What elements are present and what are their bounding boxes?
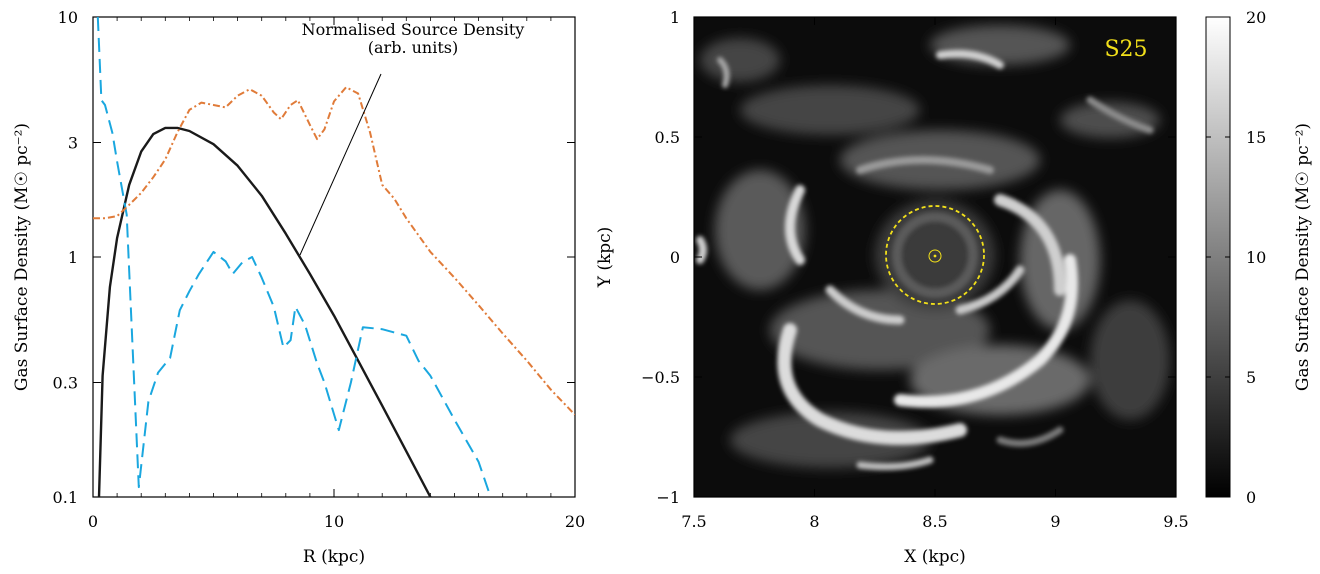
annotation-line-1: Normalised Source Density (302, 20, 525, 39)
left-plot-frame (92, 16, 576, 498)
right-x-tick-label: 8.5 (922, 512, 947, 531)
right-y-tick-label: 1 (670, 8, 680, 27)
solar-circle-ring (885, 205, 985, 305)
left-ticks: 0 10 20 0.1 0.3 1 3 10 (53, 8, 586, 531)
heatmap-image (696, 25, 1170, 471)
right-x-tick-label: 8 (809, 512, 819, 531)
left-y-tick-label: 1 (68, 248, 78, 267)
colorbar-label: Gas Surface Density (M☉ pc⁻²) (1293, 123, 1313, 391)
left-y-tick-label: 3 (68, 133, 78, 152)
right-ticks: 7.5 8 8.5 9 9.5 −1 −0.5 0 0.5 1 (641, 8, 1189, 531)
left-x-tick-label: 20 (565, 512, 585, 531)
right-y-tick-label: −1 (656, 488, 680, 507)
series-line-dashed (96, 17, 492, 497)
left-y-tick-label: 0.3 (53, 373, 78, 392)
series-line-solid (97, 126, 432, 497)
left-y-tick-label: 10 (58, 8, 78, 27)
annotation-pointer (299, 73, 382, 256)
series-line-dashdot (93, 86, 575, 416)
left-x-tick-label: 0 (88, 512, 98, 531)
left-y-axis-label: Gas Surface Density (M☉ pc⁻²) (12, 123, 32, 391)
right-x-tick-label: 9.5 (1163, 512, 1188, 531)
colorbar-tick-label: 0 (1246, 488, 1256, 507)
right-y-tick-label: 0.5 (655, 128, 680, 147)
left-x-axis-label: R (kpc) (303, 547, 365, 567)
right-chart: 7.5 8 8.5 9 9.5 −1 −0.5 0 0.5 1 S25 X (kpc) Y (kp… (595, 8, 1313, 567)
left-x-tick-label: 10 (324, 512, 344, 531)
right-y-axis-label: Y (kpc) (595, 227, 615, 289)
left-y-tick-label: 0.1 (53, 488, 78, 507)
right-y-tick-label: 0 (670, 248, 680, 267)
colorbar-ticks: 0 5 10 15 20 (1206, 8, 1266, 507)
right-y-tick-label: −0.5 (641, 368, 680, 387)
colorbar-tick-label: 5 (1246, 368, 1256, 387)
sun-marker-dot (933, 254, 937, 258)
left-series (93, 17, 575, 497)
right-x-axis-label: X (kpc) (904, 547, 965, 567)
snapshot-label: S25 (1104, 37, 1147, 62)
right-x-tick-label: 7.5 (681, 512, 706, 531)
annotation-line-2: (arb. units) (368, 38, 458, 57)
colorbar-tick-label: 10 (1246, 248, 1266, 267)
colorbar-tick-label: 20 (1246, 8, 1266, 27)
colorbar-tick-label: 15 (1246, 128, 1266, 147)
sun-marker (928, 249, 942, 263)
left-chart: 0 10 20 0.1 0.3 1 3 10 Normalised Source Densit… (12, 8, 585, 567)
right-x-tick-label: 9 (1050, 512, 1060, 531)
